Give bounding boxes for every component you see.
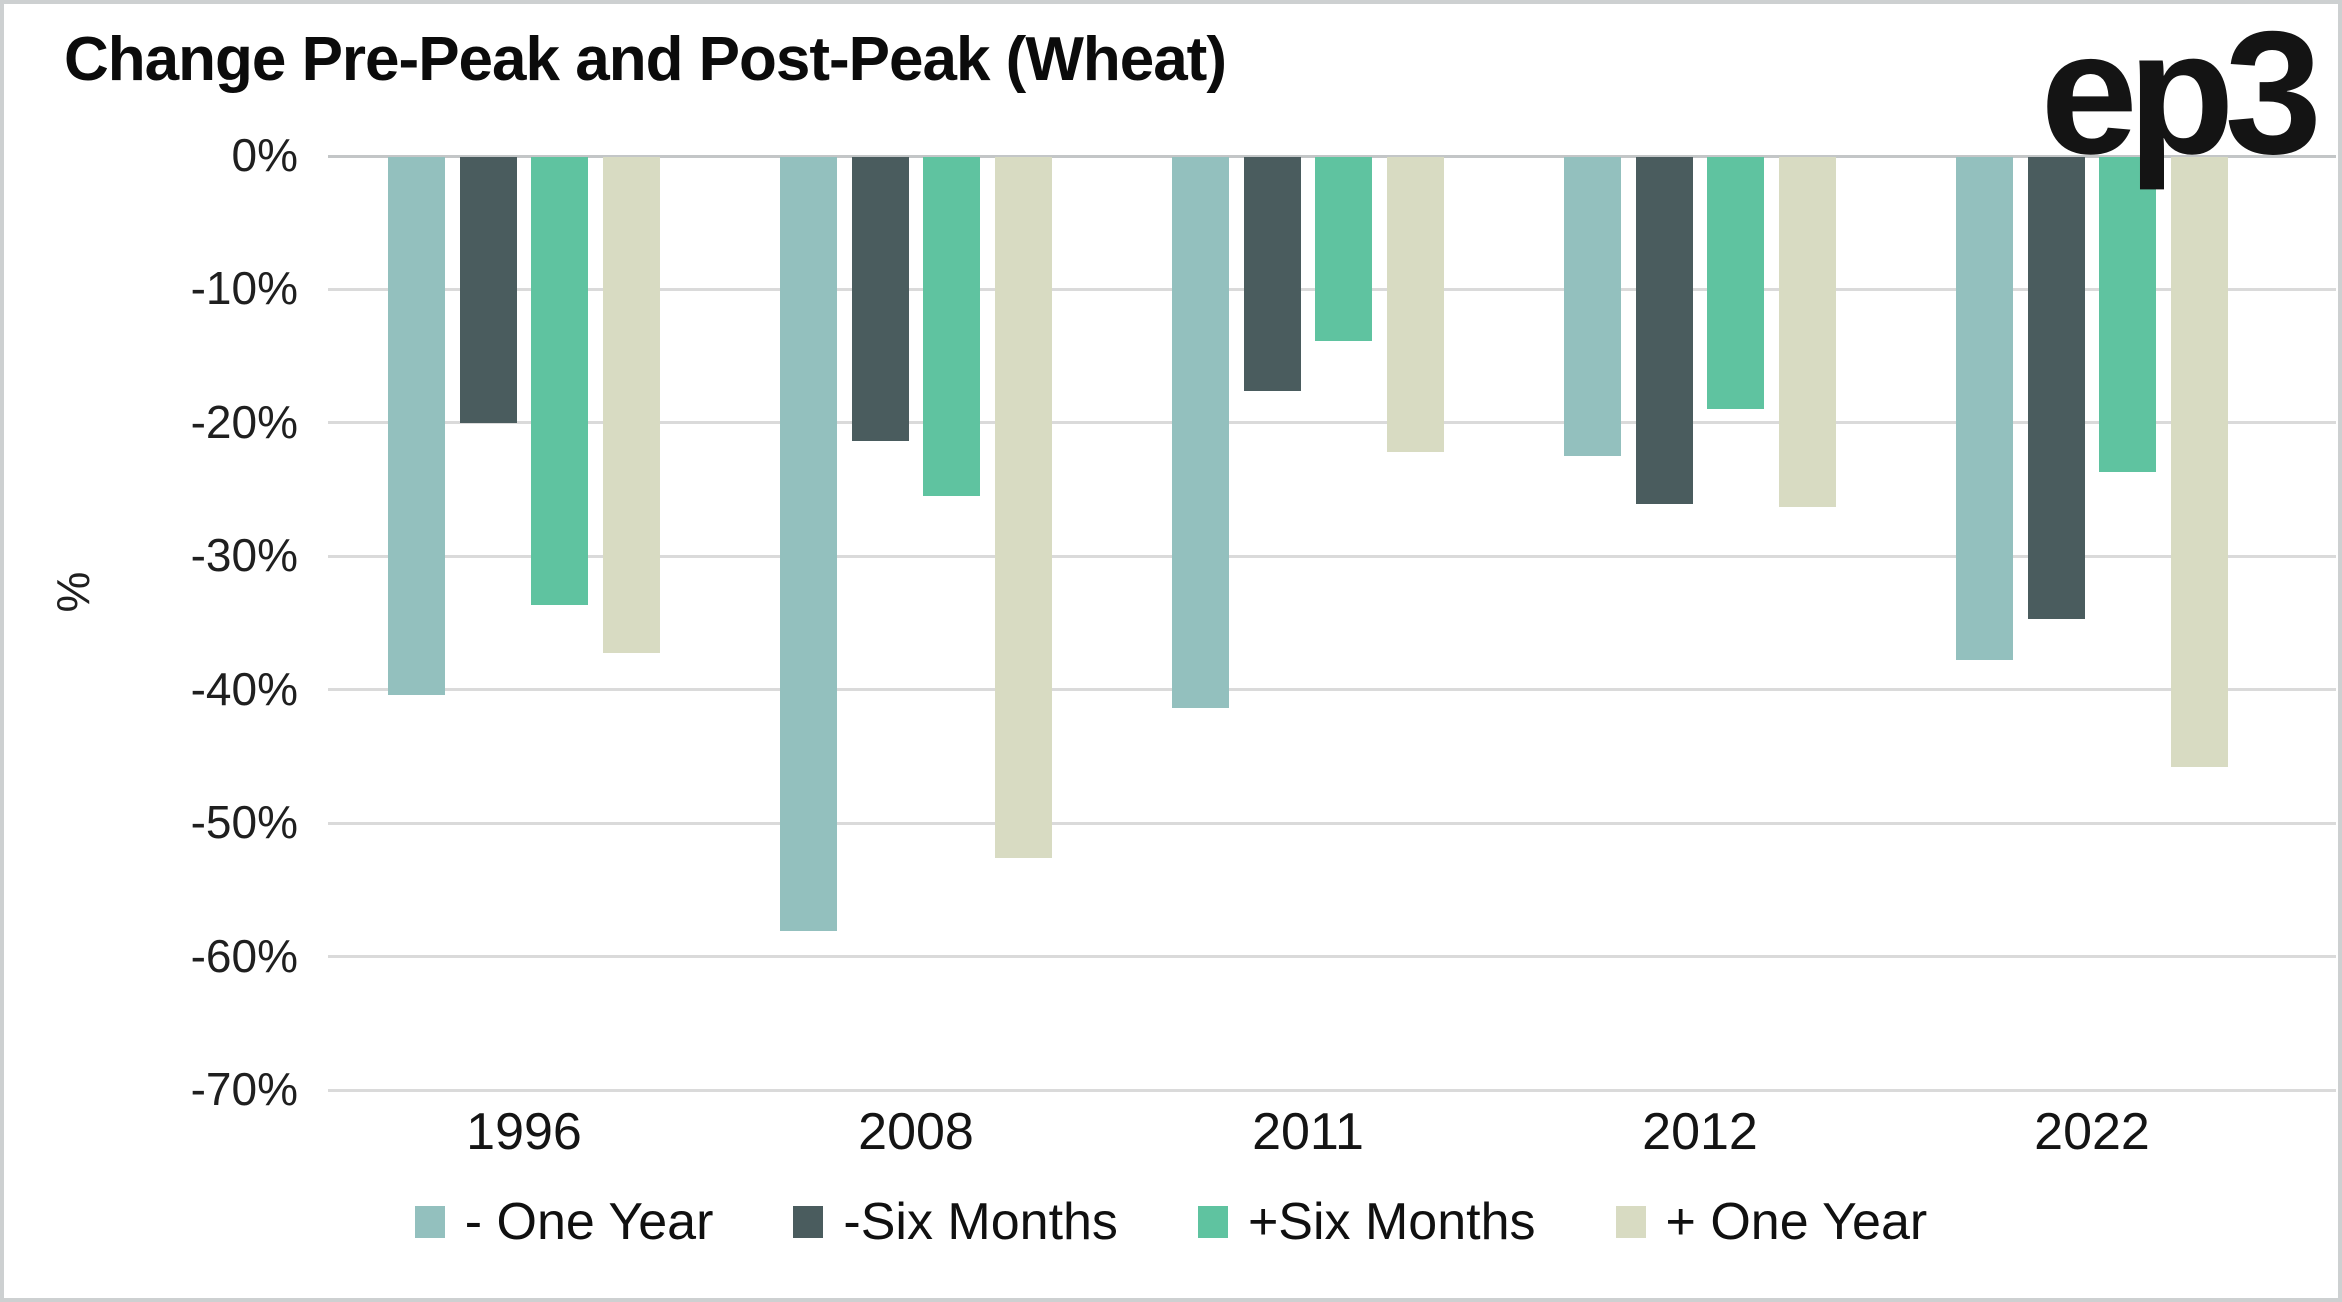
bar-1996-+six-months [531,157,589,606]
gridline-neg20pct [328,421,2336,425]
legend-swatch [414,1206,445,1238]
bar-2008-+six-months [923,157,981,496]
y-tick-label: 0% [231,128,298,181]
bar-2012-+six-months [1707,157,1765,410]
bar-2011---one-year [1172,157,1230,709]
bar-2012---one-year [1564,157,1622,456]
y-tick-label: -20% [190,395,298,448]
x-axis-label-2022: 2022 [2034,1103,2150,1161]
bar-2011-+six-months [1315,157,1373,342]
legend-label: + One Year [1665,1193,1928,1251]
y-tick-label: -30% [190,529,298,582]
bar-1996--six-months [459,157,517,423]
gridline-neg60pct [328,955,2336,959]
legend-item--six-months: -Six Months [793,1192,1118,1252]
bar-2022---one-year [1956,157,2014,661]
legend-label: +Six Months [1247,1193,1536,1251]
legend-swatch [1615,1206,1646,1238]
bar-2012--six-months [1635,157,1693,504]
bar-2011--six-months [1243,157,1301,391]
bar-2022-+-one-year [2170,157,2228,767]
bar-2011-+-one-year [1386,157,1444,452]
gridline-neg40pct [328,688,2336,692]
y-tick-label: -10% [190,262,298,315]
gridline-neg70pct [328,1088,2336,1092]
gridline-neg50pct [328,821,2336,825]
x-axis-label-2012: 2012 [1642,1103,1758,1161]
bar-2022-+six-months [2099,157,2157,472]
x-axis-label-2011: 2011 [1252,1103,1364,1161]
bar-1996-+-one-year [602,157,660,654]
bar-2008---one-year [780,157,838,931]
gridline-0pct [328,154,2336,158]
y-tick-label: -40% [190,662,298,715]
plot-area [328,154,2336,1092]
legend-item---one-year: - One Year [414,1192,714,1252]
legend-item-+-one-year: + One Year [1615,1192,1928,1252]
y-tick-label: -70% [190,1062,298,1115]
y-tick-label: -50% [190,796,298,849]
y-tick-label: -60% [190,929,298,982]
legend-item-+six-months: +Six Months [1197,1192,1536,1252]
bar-2008--six-months [851,157,909,442]
x-axis-label-2008: 2008 [858,1103,974,1161]
bar-2008-+-one-year [994,157,1052,858]
chart-title: Change Pre-Peak and Post-Peak (Wheat) [64,25,1227,94]
bar-2022--six-months [2027,157,2085,619]
legend-label: -Six Months [843,1193,1118,1251]
legend-swatch [793,1206,824,1238]
legend-label: - One Year [464,1193,714,1251]
x-axis-label-1996: 1996 [466,1103,582,1161]
gridline-neg30pct [328,554,2336,558]
legend-swatch [1197,1206,1228,1238]
bar-1996---one-year [388,157,446,695]
ep3-logo: ep3 [2040,0,2322,191]
bar-2012-+-one-year [1778,157,1836,507]
legend: - One Year -Six Months +Six Months + One Ye… [0,1192,2342,1252]
